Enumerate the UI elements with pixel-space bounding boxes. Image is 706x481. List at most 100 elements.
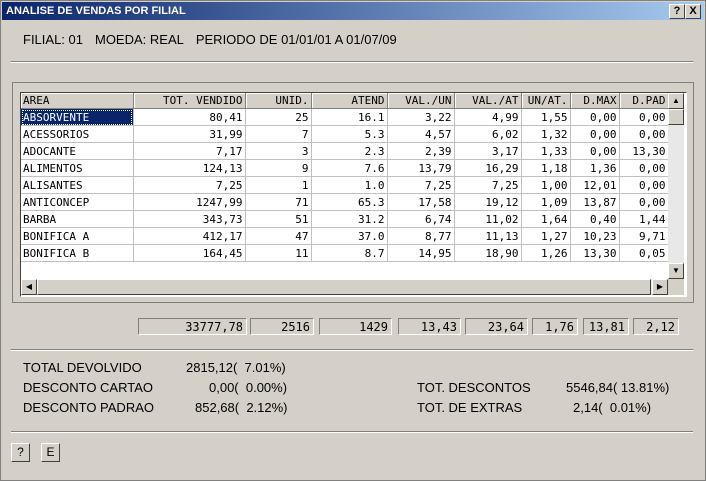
horizontal-scroll-thumb[interactable] <box>37 279 651 295</box>
table-row[interactable]: ADOCANTE 7,17 3 2.3 2,39 3,17 1,33 0,00 13,30 <box>21 142 669 160</box>
table-cell[interactable]: 2.3 <box>311 142 388 160</box>
table-row[interactable]: BONIFICA A 412,17 47 37.0 8,77 11,13 1,27 10,23… <box>21 227 669 245</box>
table-cell[interactable]: 1,33 <box>521 142 571 160</box>
table-cell[interactable]: 7.6 <box>311 159 388 177</box>
column-header[interactable]: D.MAX <box>570 93 620 109</box>
table-cell[interactable]: 1,32 <box>521 125 571 143</box>
table-cell[interactable]: 0,05 <box>619 244 669 262</box>
table-cell[interactable]: 8.7 <box>311 244 388 262</box>
table-cell[interactable]: 17,58 <box>387 193 455 211</box>
row-area-cell[interactable]: ALISANTES <box>21 176 134 194</box>
table-cell[interactable]: 0,00 <box>570 108 620 126</box>
table-row[interactable]: ALIMENTOS 124,13 9 7.6 13,79 16,29 1,18 1,36 0,0… <box>21 159 669 177</box>
table-cell[interactable]: 1,44 <box>619 210 669 228</box>
column-header[interactable]: TOT. VENDIDO <box>133 93 246 109</box>
row-area-cell[interactable]: ABSORVENTE <box>21 108 134 126</box>
sales-table[interactable]: AREA TOT. VENDIDO UNID. ATEND VAL./UN VAL./AT… <box>21 93 669 262</box>
table-cell[interactable]: 0,00 <box>619 125 669 143</box>
table-cell[interactable]: 25 <box>245 108 312 126</box>
table-cell[interactable]: 3,17 <box>454 142 522 160</box>
column-header[interactable]: ATEND <box>311 93 388 109</box>
table-cell[interactable]: 13,30 <box>570 244 620 262</box>
column-header[interactable]: AREA <box>21 93 134 109</box>
table-cell[interactable]: 343,73 <box>133 210 246 228</box>
scroll-left-icon[interactable]: ◀ <box>21 279 37 295</box>
row-area-cell[interactable]: ADOCANTE <box>21 142 134 160</box>
table-cell[interactable]: 8,77 <box>387 227 455 245</box>
table-cell[interactable]: 6,74 <box>387 210 455 228</box>
table-cell[interactable]: 7,25 <box>133 176 246 194</box>
vertical-scrollbar[interactable]: ▲ ▼ <box>668 93 684 279</box>
table-cell[interactable]: 1,55 <box>521 108 571 126</box>
table-cell[interactable]: 9,71 <box>619 227 669 245</box>
table-cell[interactable]: 2,39 <box>387 142 455 160</box>
table-cell[interactable]: 16.1 <box>311 108 388 126</box>
table-cell[interactable]: 1,09 <box>521 193 571 211</box>
table-cell[interactable]: 11,13 <box>454 227 522 245</box>
table-cell[interactable]: 14,95 <box>387 244 455 262</box>
table-cell[interactable]: 5.3 <box>311 125 388 143</box>
table-cell[interactable]: 31.2 <box>311 210 388 228</box>
column-header[interactable]: UN/AT. <box>521 93 571 109</box>
table-cell[interactable]: 3,22 <box>387 108 455 126</box>
table-cell[interactable]: 19,12 <box>454 193 522 211</box>
table-cell[interactable]: 1247,99 <box>133 193 246 211</box>
table-cell[interactable]: 0,00 <box>619 108 669 126</box>
scroll-down-icon[interactable]: ▼ <box>668 263 684 279</box>
table-cell[interactable]: 1,26 <box>521 244 571 262</box>
table-cell[interactable]: 0,00 <box>570 142 620 160</box>
table-cell[interactable]: 4,99 <box>454 108 522 126</box>
table-cell[interactable]: 1,36 <box>570 159 620 177</box>
row-area-cell[interactable]: BONIFICA A <box>21 227 134 245</box>
table-row[interactable]: ANTICONCEP 1247,99 71 65.3 17,58 19,12 1,09 13,… <box>21 193 669 211</box>
row-area-cell[interactable]: BARBA <box>21 210 134 228</box>
table-cell[interactable]: 13,30 <box>619 142 669 160</box>
table-cell[interactable]: 1 <box>245 176 312 194</box>
table-cell[interactable]: 37.0 <box>311 227 388 245</box>
table-cell[interactable]: 0,00 <box>619 176 669 194</box>
table-cell[interactable]: 7,25 <box>454 176 522 194</box>
scroll-up-icon[interactable]: ▲ <box>668 93 684 109</box>
table-cell[interactable]: 164,45 <box>133 244 246 262</box>
table-cell[interactable]: 1,00 <box>521 176 571 194</box>
table-cell[interactable]: 47 <box>245 227 312 245</box>
table-cell[interactable]: 11 <box>245 244 312 262</box>
table-cell[interactable]: 0,40 <box>570 210 620 228</box>
scroll-right-icon[interactable]: ▶ <box>652 279 668 295</box>
row-area-cell[interactable]: ANTICONCEP <box>21 193 134 211</box>
table-row[interactable]: BONIFICA B 164,45 11 8.7 14,95 18,90 1,26 13,30… <box>21 244 669 262</box>
table-cell[interactable]: 0,00 <box>619 159 669 177</box>
table-cell[interactable]: 9 <box>245 159 312 177</box>
table-cell[interactable]: 13,79 <box>387 159 455 177</box>
horizontal-scrollbar[interactable]: ◀ ▶ <box>21 279 668 295</box>
table-cell[interactable]: 13,87 <box>570 193 620 211</box>
table-cell[interactable]: 12,01 <box>570 176 620 194</box>
column-header[interactable]: VAL./AT <box>454 93 522 109</box>
title-bar[interactable]: ANALISE DE VENDAS POR FILIAL ? X <box>2 2 704 20</box>
table-cell[interactable]: 7,25 <box>387 176 455 194</box>
table-cell[interactable]: 51 <box>245 210 312 228</box>
row-area-cell[interactable]: ACESSORIOS <box>21 125 134 143</box>
table-cell[interactable]: 16,29 <box>454 159 522 177</box>
table-cell[interactable]: 11,02 <box>454 210 522 228</box>
table-row[interactable]: ACESSORIOS 31,99 7 5.3 4,57 6,02 1,32 0,00 0,00 <box>21 125 669 143</box>
row-area-cell[interactable]: BONIFICA B <box>21 244 134 262</box>
sales-grid[interactable]: AREA TOT. VENDIDO UNID. ATEND VAL./UN VAL./AT… <box>20 92 687 297</box>
column-header[interactable]: D.PAD <box>619 93 669 109</box>
table-cell[interactable]: 80,41 <box>133 108 246 126</box>
table-cell[interactable]: 1.0 <box>311 176 388 194</box>
table-cell[interactable]: 18,90 <box>454 244 522 262</box>
table-row[interactable]: BARBA 343,73 51 31.2 6,74 11,02 1,64 0,40 1,44 <box>21 210 669 228</box>
help-title-button[interactable]: ? <box>669 4 685 19</box>
table-cell[interactable]: 6,02 <box>454 125 522 143</box>
help-button[interactable]: ? <box>11 443 30 462</box>
table-cell[interactable]: 0,00 <box>570 125 620 143</box>
table-cell[interactable]: 7,17 <box>133 142 246 160</box>
table-cell[interactable]: 1,27 <box>521 227 571 245</box>
table-cell[interactable]: 71 <box>245 193 312 211</box>
table-cell[interactable]: 1,64 <box>521 210 571 228</box>
table-cell[interactable]: 0,00 <box>619 193 669 211</box>
table-cell[interactable]: 412,17 <box>133 227 246 245</box>
table-cell[interactable]: 124,13 <box>133 159 246 177</box>
table-cell[interactable]: 7 <box>245 125 312 143</box>
